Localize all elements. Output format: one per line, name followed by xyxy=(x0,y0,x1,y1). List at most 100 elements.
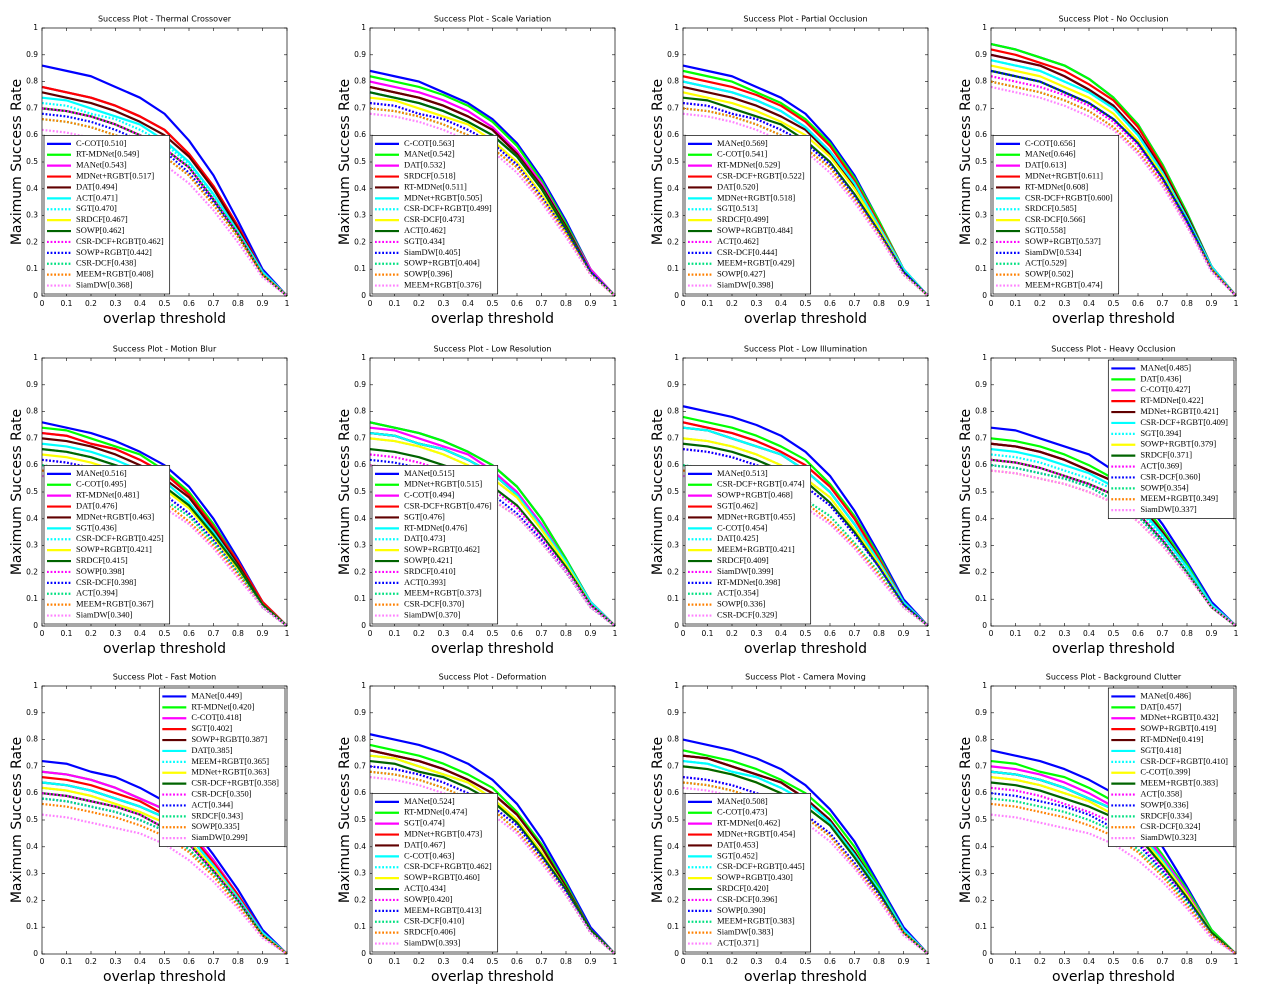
chart-title: Success Plot - Camera Moving xyxy=(745,673,866,682)
series-line xyxy=(682,776,929,955)
legend-label: RT-MDNet[0.549] xyxy=(76,149,139,159)
legend-label: SOWP[0.502] xyxy=(1025,269,1074,279)
y-tick-label: 0.1 xyxy=(354,264,366,273)
x-tick-label: 0.5 xyxy=(1108,629,1120,638)
x-tick-label: 0.6 xyxy=(183,299,195,308)
legend-label: SRDCF[0.499] xyxy=(717,214,769,224)
x-tick-label: 0.4 xyxy=(134,629,146,638)
legend-label: SiamDW[0.393] xyxy=(404,938,461,948)
legend-label: MEEM+RGBT[0.383] xyxy=(717,916,795,926)
legend: MANet[0.485]DAT[0.436]C-COT[0.427]RT-MDN… xyxy=(1107,359,1235,519)
y-tick-label: 0.2 xyxy=(975,237,987,246)
x-tick-label: 0.6 xyxy=(183,629,195,638)
x-tick-label: 0.2 xyxy=(726,957,738,966)
y-tick-label: 0.5 xyxy=(26,487,38,496)
x-tick-label: 0.3 xyxy=(751,629,763,638)
x-tick-label: 0.2 xyxy=(413,957,425,966)
legend-label: ACT[0.529] xyxy=(1025,258,1067,268)
x-axis-label: overlap threshold xyxy=(744,311,867,327)
legend-label: DAT[0.476] xyxy=(76,501,117,511)
legend-label: SRDCF[0.518] xyxy=(404,171,456,181)
x-tick-label: 0.1 xyxy=(1010,957,1022,966)
legend-label: CSR-DCF+RGBT[0.358] xyxy=(191,778,279,788)
legend-label: SGT[0.436] xyxy=(76,522,117,532)
y-axis-label: Maximum Success Rate xyxy=(337,409,353,575)
series-line xyxy=(369,112,616,297)
chart-title: Success Plot - No Occlusion xyxy=(1059,15,1169,24)
y-tick-label: 0 xyxy=(33,291,38,300)
series-line xyxy=(682,781,929,955)
legend-label: ACT[0.354] xyxy=(717,588,759,598)
legend-label: SRDCF[0.371] xyxy=(1140,450,1192,460)
legend-label: CSR-DCF+RGBT[0.410] xyxy=(1140,756,1228,766)
x-tick-label: 0.8 xyxy=(1181,629,1193,638)
x-tick-label: 0.6 xyxy=(824,629,836,638)
x-tick-label: 0.3 xyxy=(1059,957,1071,966)
y-axis-label: Maximum Success Rate xyxy=(650,409,666,575)
legend-label: ACT[0.471] xyxy=(76,192,118,202)
x-axis-label: overlap threshold xyxy=(1052,969,1175,985)
y-tick-label: 0.7 xyxy=(975,761,987,770)
legend-label: SGT[0.394] xyxy=(1140,428,1181,438)
y-tick-label: 0.8 xyxy=(975,735,987,744)
x-tick-label: 0.2 xyxy=(726,629,738,638)
x-tick-label: 0.2 xyxy=(85,957,97,966)
x-axis-label: overlap threshold xyxy=(431,311,554,327)
x-axis-label: overlap threshold xyxy=(744,641,867,657)
legend: C-COT[0.656]MANet[0.646]DAT[0.613]MDNet+… xyxy=(992,135,1120,295)
legend-label: RT-MDNet[0.462] xyxy=(717,818,780,828)
legend-label: SRDCF[0.343] xyxy=(191,810,243,820)
legend-label: SOWP[0.390] xyxy=(717,905,766,915)
subplot: Success Plot - Heavy Occlusion 0 0.1 0.2 0.3… xyxy=(958,345,1239,658)
legend-label: SOWP[0.421] xyxy=(404,555,453,565)
x-tick-label: 0.4 xyxy=(775,957,787,966)
x-tick-label: 0.6 xyxy=(511,957,523,966)
chart-title: Success Plot - Scale Variation xyxy=(434,15,551,24)
y-tick-label: 0.3 xyxy=(975,541,987,550)
x-tick-label: 0.5 xyxy=(159,957,171,966)
series-line xyxy=(990,69,1237,297)
x-tick-label: 0.8 xyxy=(560,957,572,966)
legend-label: CSR-DCF[0.438] xyxy=(76,258,136,268)
legend-label: RT-MDNet[0.474] xyxy=(404,807,467,817)
y-tick-label: 0.1 xyxy=(667,594,679,603)
y-axis-label: Maximum Success Rate xyxy=(958,79,974,245)
legend-box xyxy=(684,465,812,625)
legend-label: SGT[0.452] xyxy=(717,850,758,860)
legend-label: ACT[0.344] xyxy=(191,799,233,809)
legend-label: C-COT[0.541] xyxy=(717,149,767,159)
legend: C-COT[0.563]MANet[0.542]DAT[0.532]SRDCF[… xyxy=(371,135,499,295)
y-tick-label: 0.2 xyxy=(667,895,679,904)
legend-label: SOWP[0.427] xyxy=(717,269,766,279)
legend-label: SiamDW[0.299] xyxy=(191,832,248,842)
x-tick-label: 0 xyxy=(681,957,686,966)
x-tick-label: 0.6 xyxy=(511,299,523,308)
y-tick-label: 0.9 xyxy=(354,708,366,717)
legend-label: SOWP[0.335] xyxy=(191,821,240,831)
x-tick-label: 0.8 xyxy=(560,629,572,638)
legend-label: SOWP[0.336] xyxy=(1140,799,1189,809)
x-tick-label: 0.3 xyxy=(1059,629,1071,638)
x-tick-label: 0.1 xyxy=(702,957,714,966)
legend-label: CSR-DCF[0.566] xyxy=(1025,214,1085,224)
x-tick-label: 0.2 xyxy=(413,299,425,308)
y-tick-label: 0.3 xyxy=(26,541,38,550)
legend-label: DAT[0.494] xyxy=(76,181,117,191)
series-line xyxy=(41,112,288,297)
series-line xyxy=(682,80,929,297)
x-tick-label: 0.7 xyxy=(536,299,548,308)
x-tick-label: 0.9 xyxy=(585,629,597,638)
y-tick-label: 0.3 xyxy=(667,541,679,550)
y-tick-label: 0.1 xyxy=(26,922,38,931)
y-tick-label: 0 xyxy=(674,291,679,300)
legend-label: RT-MDNet[0.476] xyxy=(404,522,467,532)
y-tick-label: 0.5 xyxy=(667,487,679,496)
legend-label: MEEM+RGBT[0.349] xyxy=(1140,493,1218,503)
legend-label: MDNet+RGBT[0.515] xyxy=(404,479,482,489)
legend-label: SRDCF[0.406] xyxy=(404,927,456,937)
y-tick-label: 0.9 xyxy=(975,380,987,389)
x-tick-label: 0.5 xyxy=(159,299,171,308)
legend-label: CSR-DCF[0.410] xyxy=(404,916,464,926)
x-tick-label: 0.3 xyxy=(751,957,763,966)
y-tick-label: 1 xyxy=(982,681,987,690)
